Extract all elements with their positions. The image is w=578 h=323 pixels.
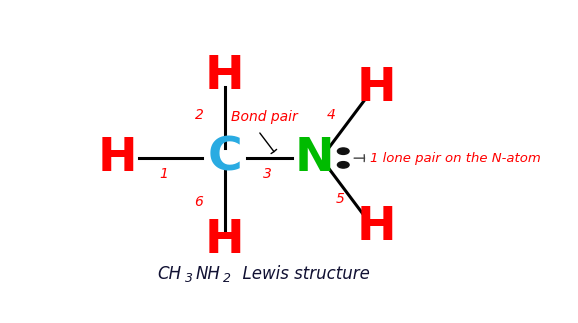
Text: H: H <box>205 54 244 99</box>
Text: H: H <box>205 218 244 263</box>
Text: NH: NH <box>195 265 220 283</box>
Text: 1: 1 <box>160 167 169 181</box>
Text: 6: 6 <box>195 195 203 209</box>
Text: 5: 5 <box>336 192 344 206</box>
Circle shape <box>338 148 349 154</box>
Text: 3: 3 <box>185 272 193 285</box>
Text: CH: CH <box>157 265 181 283</box>
Text: 1 lone pair on the N-atom: 1 lone pair on the N-atom <box>370 151 541 165</box>
Text: C: C <box>207 136 242 181</box>
Text: 3: 3 <box>262 167 272 181</box>
Text: 2: 2 <box>223 272 231 285</box>
Text: Bond pair: Bond pair <box>231 110 298 124</box>
Text: H: H <box>357 66 397 111</box>
Text: H: H <box>97 136 137 181</box>
Text: H: H <box>357 205 397 250</box>
Text: Lewis structure: Lewis structure <box>232 265 370 283</box>
Text: N: N <box>294 136 334 181</box>
Circle shape <box>338 162 349 168</box>
Text: 2: 2 <box>195 108 203 122</box>
Text: 4: 4 <box>327 108 336 122</box>
